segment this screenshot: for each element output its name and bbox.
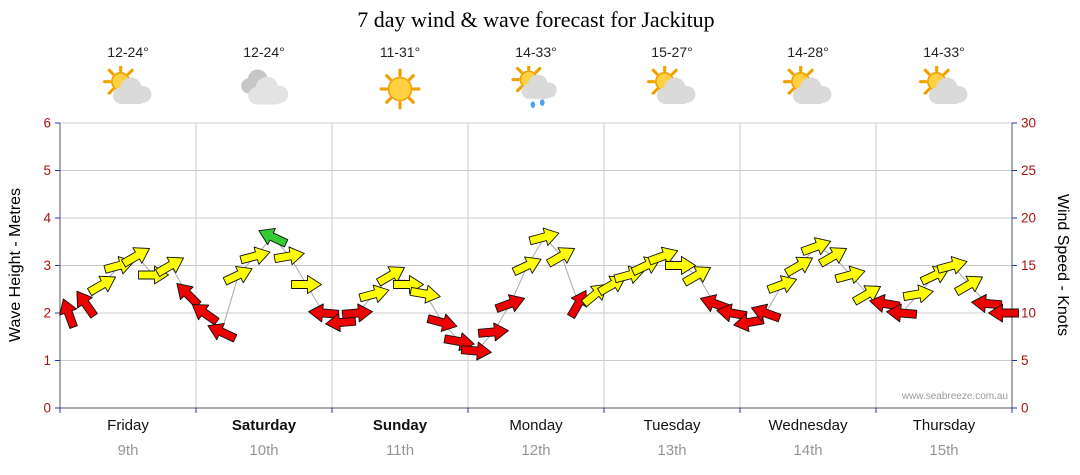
wind-arrow [665, 256, 696, 275]
axis-ticks [55, 122, 1017, 413]
wind-arrow [76, 290, 98, 319]
wind-arrow [291, 275, 322, 294]
svg-text:10: 10 [1021, 306, 1036, 321]
wind-arrow [207, 322, 238, 343]
wind-arrow [308, 303, 340, 323]
svg-text:20: 20 [1021, 211, 1036, 226]
svg-text:4: 4 [43, 211, 51, 226]
wind-arrow [376, 266, 405, 287]
wind-arrow [191, 303, 220, 326]
y-axis-tick-labels: 0 1 2 3 4 5 6 0 5 10 15 20 25 30 [43, 116, 1036, 416]
svg-text:2: 2 [43, 306, 51, 321]
wind-arrow [511, 256, 542, 276]
wind-arrow [971, 293, 1003, 313]
wind-arrow [716, 303, 748, 323]
svg-text:3: 3 [43, 258, 51, 273]
wind-arrow [954, 275, 983, 296]
wind-arrows [59, 227, 1019, 361]
right-axis-title: Wind Speed - Knots [1054, 193, 1071, 337]
svg-text:0: 0 [43, 401, 51, 416]
wind-arrow [546, 247, 575, 268]
wind-arrow [902, 284, 934, 304]
svg-text:25: 25 [1021, 163, 1036, 178]
wind-arrow [869, 294, 901, 313]
wind-arrow [494, 294, 526, 313]
wind-arrow [682, 266, 711, 287]
left-axis-title: Wave Height - Metres [7, 187, 24, 343]
wind-arrow [477, 322, 509, 342]
wind-arrow [258, 227, 289, 248]
wind-arrow [988, 303, 1019, 323]
wind-arrow [409, 284, 441, 304]
svg-text:15: 15 [1021, 258, 1036, 273]
wind-arrow [834, 265, 866, 284]
wind-arrow [750, 303, 782, 323]
wind-arrow [766, 275, 798, 294]
gridlines [60, 122, 1012, 408]
wind-arrow [528, 227, 560, 246]
wind-arrow [784, 256, 813, 277]
chart-title: 7 day wind & wave forecast for Jackitup [357, 7, 715, 32]
svg-text:1: 1 [43, 353, 51, 368]
svg-text:30: 30 [1021, 116, 1036, 131]
wind-arrow [341, 303, 373, 323]
wind-arrow [852, 285, 881, 306]
wind-arrow [87, 275, 116, 296]
wind-arrow [886, 303, 918, 323]
wind-arrow [460, 341, 492, 361]
wind-arrow [155, 256, 184, 277]
wind-arrow [800, 237, 832, 256]
wind-arrow [273, 246, 305, 266]
wind-arrow [426, 313, 458, 332]
wind-arrow [647, 246, 679, 266]
wind-arrow [936, 256, 968, 275]
wind-arrow [121, 247, 150, 268]
svg-text:5: 5 [43, 163, 51, 178]
wind-arrow [59, 298, 78, 329]
wind-arrow [239, 246, 271, 265]
svg-text:5: 5 [1021, 353, 1029, 368]
wind-arrow [176, 282, 202, 308]
wind-arrow [818, 247, 847, 268]
wind-arrow [358, 284, 390, 303]
svg-text:0: 0 [1021, 401, 1029, 416]
watermark: www.seabreeze.com.au [901, 391, 1008, 402]
svg-text:6: 6 [43, 116, 51, 131]
wind-arrow [222, 265, 253, 286]
